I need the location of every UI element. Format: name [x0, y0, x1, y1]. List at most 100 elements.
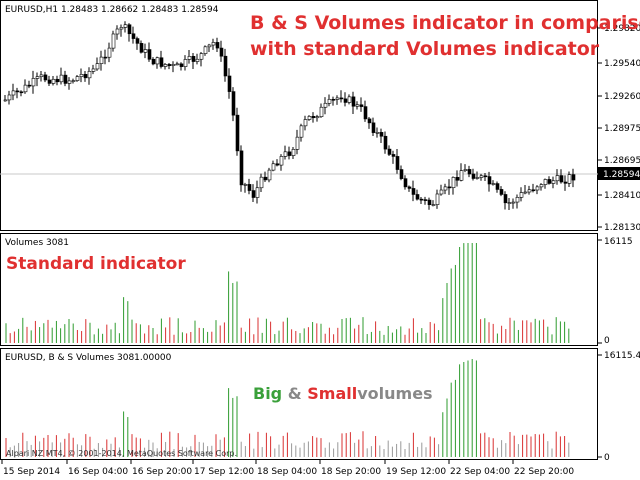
candle-body [551, 180, 556, 184]
candle-body [527, 189, 532, 193]
time-tick: 15 Sep 2014 [3, 467, 60, 477]
candle-body [559, 175, 564, 183]
candle [223, 48, 228, 82]
candle [27, 80, 32, 89]
candle-body [291, 149, 296, 156]
candle-body [143, 49, 148, 53]
candle-body [31, 78, 36, 87]
candle [531, 183, 536, 193]
candle-body [27, 84, 32, 87]
candle-body [11, 90, 16, 96]
price-tick: 1.29260 [604, 92, 640, 102]
time-tick: 22 Sep 04:00 [450, 467, 510, 477]
price-tick: 1.28695 [604, 156, 640, 166]
candle-body [495, 183, 500, 190]
candle [555, 169, 560, 185]
candle [463, 164, 468, 173]
candle [231, 87, 236, 122]
candle-body [107, 47, 112, 58]
candle [307, 115, 312, 121]
candle-body [487, 176, 492, 185]
candle [383, 131, 388, 154]
candle [303, 115, 308, 131]
candle [235, 107, 240, 156]
candle [487, 171, 492, 192]
bs-max-tick: 16115.4 [604, 351, 640, 361]
candle-body [163, 64, 168, 67]
candle [99, 50, 104, 71]
candle [59, 67, 64, 85]
candle [63, 70, 68, 87]
candle [15, 87, 20, 99]
candle [399, 165, 404, 181]
candle [187, 50, 192, 64]
candle [79, 68, 84, 83]
candle-body [43, 74, 48, 81]
candle [319, 103, 324, 118]
candle [47, 75, 52, 87]
candle [191, 52, 196, 70]
candle-body [415, 194, 420, 200]
candle-body [63, 74, 68, 84]
candle [299, 123, 304, 142]
price-tick: 1.29540 [604, 59, 640, 69]
candle-body [451, 177, 456, 189]
candle [295, 129, 300, 155]
candle-body [55, 78, 60, 83]
candle-body [403, 178, 408, 188]
candle-body [271, 163, 276, 171]
bs-panel-frame [0, 348, 598, 460]
candle [71, 78, 76, 84]
candle-body [491, 183, 496, 185]
price-tick: 1.28975 [604, 124, 640, 134]
candle [67, 77, 72, 90]
candle [11, 83, 16, 101]
time-tick: 19 Sep 12:00 [386, 467, 446, 477]
candle-body [411, 188, 416, 195]
candle-body [463, 169, 468, 172]
candle [511, 198, 516, 209]
candle [323, 97, 328, 115]
candle [271, 160, 276, 172]
candle-body [331, 98, 336, 101]
candle [547, 176, 552, 185]
candle [495, 181, 500, 193]
candle [111, 30, 116, 52]
candle-body [159, 57, 164, 67]
candle [335, 95, 340, 105]
candle-body [195, 58, 200, 62]
candle-body [335, 97, 340, 100]
candle-body [467, 169, 472, 175]
candle-body [119, 27, 124, 30]
candle [391, 150, 396, 164]
candle-body [59, 74, 64, 83]
overlay-big: Big [253, 384, 283, 403]
candle-body [259, 176, 264, 189]
candle [363, 100, 368, 122]
candle-body [15, 90, 20, 93]
candle [263, 171, 268, 182]
candle [155, 56, 160, 69]
candle-body [47, 79, 52, 84]
candle [507, 197, 512, 211]
candle-body [79, 74, 84, 77]
candle [343, 92, 348, 107]
candle-body [483, 175, 488, 178]
candle [403, 175, 408, 190]
candle [211, 38, 216, 50]
candle [395, 148, 400, 174]
candle-body [39, 74, 44, 77]
candle [379, 128, 384, 144]
candle-body [167, 64, 172, 66]
candle-body [367, 118, 372, 124]
bs-min-tick: 0 [604, 453, 610, 463]
bs-panel-title: EURUSD, B & S Volumes 3081.00000 [5, 353, 172, 363]
candle-body [3, 99, 8, 102]
candle [195, 53, 200, 65]
candle-body [343, 98, 348, 103]
candle [207, 43, 212, 53]
candle-body [227, 75, 232, 92]
main-panel-frame [0, 0, 598, 231]
candle [311, 112, 316, 123]
